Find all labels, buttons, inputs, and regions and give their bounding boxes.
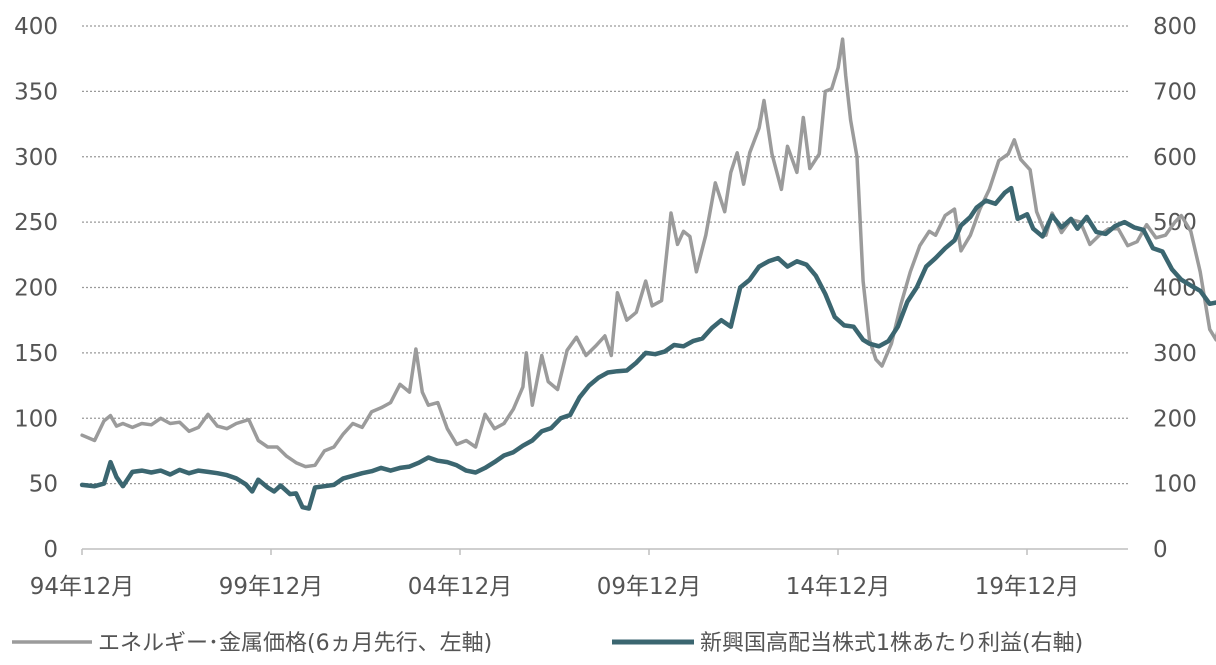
gridlines	[82, 25, 1128, 485]
x-tick-label: 09年12月	[597, 574, 702, 600]
right-tick-label: 700	[1153, 79, 1197, 105]
left-tick-label: 0	[43, 537, 58, 563]
right-tick-label: 600	[1153, 145, 1197, 171]
x-tick-label: 94年12月	[30, 574, 135, 600]
x-tick-label: 14年12月	[786, 574, 891, 600]
series-lines	[79, 37, 1216, 511]
x-tick-label: 04年12月	[408, 574, 513, 600]
left-tick-label: 250	[14, 210, 58, 236]
left-tick-label: 200	[14, 276, 58, 302]
right-tick-label: 300	[1153, 341, 1197, 367]
left-axis-ticks: 0 50 100 150 200 250 300 350 400	[14, 14, 58, 563]
left-tick-label: 50	[29, 472, 58, 498]
legend-label: エネルギー･金属価格(6ヵ月先行、左軸)	[98, 631, 492, 656]
legend-label: 新興国高配当株式1株あたり利益(右軸)	[700, 631, 1083, 656]
right-tick-label: 800	[1153, 14, 1197, 40]
right-tick-label: 200	[1153, 406, 1197, 432]
left-tick-label: 150	[14, 341, 58, 367]
x-tick-label: 19年12月	[975, 574, 1080, 600]
series-line-energy-metal-price	[80, 37, 1216, 469]
left-tick-label: 100	[14, 406, 58, 432]
x-axis: 94年12月 99年12月 04年12月 09年12月 14年12月 19年12月	[30, 548, 1128, 600]
left-tick-label: 300	[14, 145, 58, 171]
right-tick-label: 0	[1153, 537, 1168, 563]
series-line-em-high-dividend-eps	[79, 185, 1216, 511]
left-tick-label: 350	[14, 79, 58, 105]
legend: エネルギー･金属価格(6ヵ月先行、左軸) 新興国高配当株式1株あたり利益(右軸)	[12, 631, 1083, 656]
right-tick-label: 400	[1153, 276, 1197, 302]
right-tick-label: 100	[1153, 472, 1197, 498]
x-tick-label: 99年12月	[219, 574, 324, 600]
left-tick-label: 400	[14, 14, 58, 40]
